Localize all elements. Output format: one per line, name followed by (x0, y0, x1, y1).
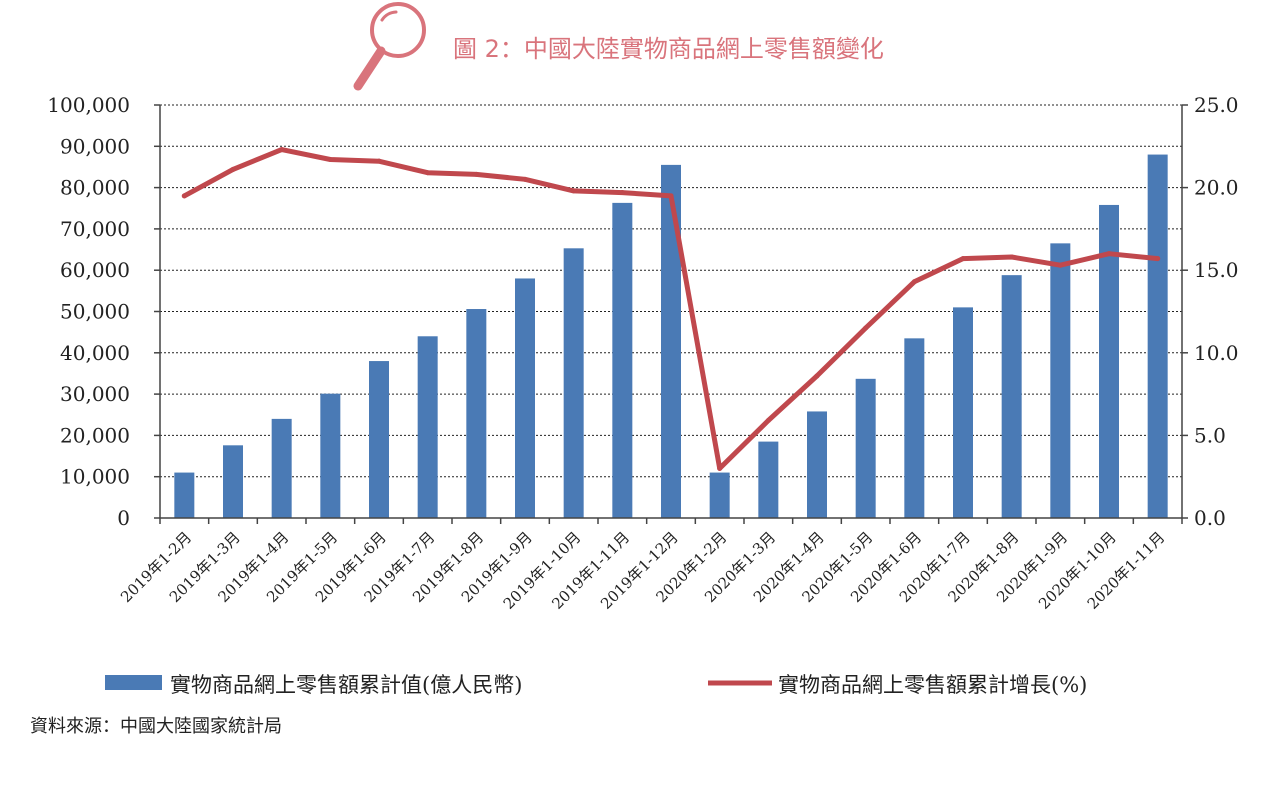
growth-point (522, 176, 528, 182)
left-tick-label: 90,000 (60, 134, 130, 158)
bar (807, 411, 827, 518)
left-tick-label: 50,000 (60, 300, 130, 324)
left-axis-ticks: 0 10,000 20,000 30,000 40,000 50,000 60,000 70,… (47, 93, 130, 530)
legend-bar-label: 實物商品網上零售額累計值(億人民幣) (170, 673, 522, 697)
left-tick-label: 80,000 (60, 176, 130, 200)
left-tick-label: 60,000 (60, 258, 130, 282)
bar (174, 472, 195, 518)
right-axis-ticks: 0.0 5.0 10.0 15.0 20.0 25.0 (1194, 93, 1239, 530)
bar (563, 248, 584, 518)
bar (417, 336, 438, 518)
bar (855, 378, 876, 518)
growth-point (668, 193, 674, 199)
growth-point (1155, 256, 1161, 262)
magnifier-icon (353, 2, 426, 91)
growth-point (181, 193, 187, 199)
bar (661, 164, 681, 518)
growth-point (473, 171, 479, 177)
right-tick-label: 15.0 (1194, 258, 1239, 282)
bar (1001, 275, 1022, 518)
left-tick-label: 100,000 (47, 93, 130, 117)
growth-point (911, 279, 917, 285)
bar (612, 202, 633, 519)
growth-point (814, 373, 820, 379)
bar (1099, 204, 1119, 519)
bar (271, 418, 292, 518)
bar-series (174, 154, 1168, 519)
source-note: 資料來源：中國大陸國家統計局 (30, 716, 282, 737)
line-series (181, 147, 1161, 471)
left-tick-label: 40,000 (60, 341, 130, 365)
bar (320, 393, 341, 518)
bar (515, 278, 535, 518)
growth-point (960, 256, 966, 262)
right-tick-label: 20.0 (1194, 176, 1239, 200)
left-tick-label: 70,000 (60, 217, 130, 241)
left-tick-label: 0 (117, 506, 130, 530)
growth-point (1106, 251, 1112, 257)
growth-point (765, 418, 771, 424)
growth-point (717, 465, 723, 471)
legend: 實物商品網上零售額累計值(億人民幣) 實物商品網上零售額累計增長(%) (105, 673, 1087, 697)
growth-point (327, 157, 333, 163)
bar (758, 441, 779, 518)
chart-title: 圖 2：中國大陸實物商品網上零售額變化 (453, 35, 884, 63)
bar (709, 472, 730, 518)
bar (223, 445, 243, 518)
growth-point (571, 188, 577, 194)
right-tick-label: 0.0 (1194, 506, 1226, 530)
bar (466, 309, 487, 518)
bar (904, 338, 925, 518)
bar (1147, 154, 1168, 518)
right-tick-label: 10.0 (1194, 341, 1239, 365)
right-tick-label: 5.0 (1194, 423, 1226, 447)
growth-point (376, 158, 382, 164)
left-tick-label: 20,000 (60, 423, 130, 447)
left-tick-label: 30,000 (60, 382, 130, 406)
bar (1050, 243, 1071, 519)
axes (154, 104, 1188, 524)
bar (369, 361, 389, 518)
legend-bar-swatch (105, 675, 162, 690)
growth-point (863, 325, 869, 331)
growth-point (279, 147, 285, 153)
growth-point (1057, 262, 1063, 268)
left-tick-label: 10,000 (60, 465, 130, 489)
growth-point (425, 170, 431, 176)
right-tick-label: 25.0 (1194, 93, 1239, 117)
growth-point (230, 166, 236, 172)
growth-point (1009, 254, 1015, 260)
growth-point (619, 190, 625, 196)
bar (953, 307, 973, 518)
legend-line-label: 實物商品網上零售額累計增長(%) (778, 673, 1087, 697)
x-axis-ticks: 2019年1-2月2019年1-3月2019年1-4月2019年1-5月2019… (117, 528, 1168, 613)
